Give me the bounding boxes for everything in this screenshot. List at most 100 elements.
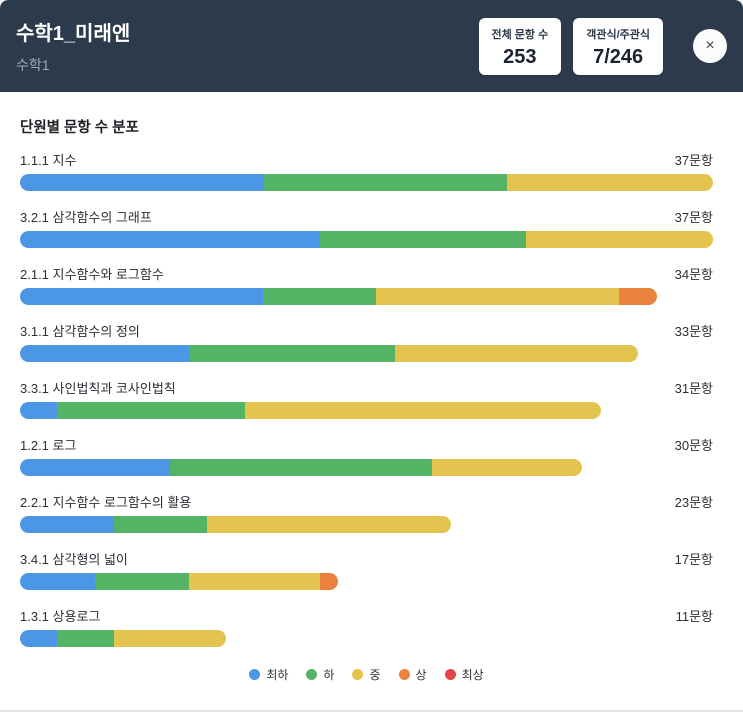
bar-segment-low bbox=[319, 231, 526, 248]
count-label: 23문항 bbox=[674, 495, 713, 510]
category-label: 1.1.1 지수 bbox=[20, 153, 77, 168]
bar-segment-medium bbox=[188, 573, 320, 590]
count-label: 34문항 bbox=[674, 267, 713, 282]
stat-label-total-questions: 전체 문항 수 bbox=[491, 28, 549, 41]
bar-segment-medium bbox=[394, 345, 638, 362]
legend-item-high: 상 bbox=[398, 666, 427, 683]
close-button[interactable]: × bbox=[693, 29, 727, 63]
category-label: 2.2.1 지수함수 로그함수의 활용 bbox=[20, 495, 192, 510]
bar-segment-low bbox=[113, 516, 208, 533]
chart-row: 1.2.1 로그 30문항 bbox=[20, 438, 713, 476]
bar-segment-lowest bbox=[20, 630, 58, 647]
chart-row: 2.2.1 지수함수 로그함수의 활용 23문항 bbox=[20, 495, 713, 533]
category-label: 3.1.1 삼각함수의 정의 bbox=[20, 324, 140, 339]
chart-row-header: 1.3.1 상용로그 11문항 bbox=[20, 609, 713, 625]
legend-item-medium: 중 bbox=[352, 666, 381, 683]
stacked-bar bbox=[20, 573, 339, 590]
stacked-bar bbox=[20, 174, 713, 191]
page-subtitle: 수학1 bbox=[16, 57, 50, 73]
count-label: 37문항 bbox=[674, 210, 713, 225]
count-label: 17문항 bbox=[674, 552, 713, 567]
bar-segment-low bbox=[263, 288, 376, 305]
bar-segment-lowest bbox=[20, 459, 170, 476]
bar-segment-medium bbox=[525, 231, 713, 248]
chart-panel: 단원별 문항 수 분포 1.1.1 지수 37문항 3.2.1 삼각함수의 그래프 3… bbox=[0, 92, 743, 683]
stat-card-total-questions: 전체 문항 수 253 bbox=[478, 17, 562, 75]
chart-row-header: 3.1.1 삼각함수의 정의 33문항 bbox=[20, 324, 713, 340]
chart-row: 1.1.1 지수 37문항 bbox=[20, 153, 713, 191]
header-titles: 수학1_미래엔 수학1 bbox=[16, 17, 130, 75]
modal-header: 수학1_미래엔 수학1 전체 문항 수 253 객관식/주관식 7/246 × bbox=[0, 0, 743, 92]
close-icon: × bbox=[705, 37, 715, 54]
chart-row-header: 2.1.1 지수함수와 로그함수 34문항 bbox=[20, 267, 713, 283]
count-label: 37문항 bbox=[674, 153, 713, 168]
stacked-bar bbox=[20, 231, 713, 248]
legend-item-highest: 최상 bbox=[444, 666, 484, 683]
count-label: 30문항 bbox=[674, 438, 713, 453]
stacked-bar bbox=[20, 288, 657, 305]
stacked-bar bbox=[20, 516, 451, 533]
stat-label-objective-subjective: 객관식/주관식 bbox=[586, 28, 650, 41]
bar-segment-high bbox=[319, 573, 339, 590]
legend-label-highest: 최상 bbox=[461, 668, 484, 682]
bar-segment-lowest bbox=[20, 174, 264, 191]
chart-row: 3.4.1 삼각형의 넓이 17문항 bbox=[20, 552, 713, 590]
bar-segment-medium bbox=[375, 288, 620, 305]
category-label: 1.3.1 상용로그 bbox=[20, 609, 101, 624]
stat-value-total-questions: 253 bbox=[503, 45, 537, 68]
bar-segment-low bbox=[57, 402, 245, 419]
chart-rows: 1.1.1 지수 37문항 3.2.1 삼각함수의 그래프 37문항 2.1.1 지수함… bbox=[20, 153, 713, 647]
stacked-bar bbox=[20, 459, 582, 476]
stacked-bar bbox=[20, 630, 226, 647]
chart-row: 3.3.1 사인법칙과 코사인법칙 31문항 bbox=[20, 381, 713, 419]
bar-segment-lowest bbox=[20, 402, 58, 419]
legend-dot-lowest bbox=[249, 669, 261, 680]
chart-row-header: 3.2.1 삼각함수의 그래프 37문항 bbox=[20, 210, 713, 226]
chart-row-header: 3.4.1 삼각형의 넓이 17문항 bbox=[20, 552, 713, 568]
bar-segment-low bbox=[169, 459, 433, 476]
chart-row-header: 2.2.1 지수함수 로그함수의 활용 23문항 bbox=[20, 495, 713, 511]
bar-segment-lowest bbox=[20, 516, 114, 533]
chart-row: 3.1.1 삼각함수의 정의 33문항 bbox=[20, 324, 713, 362]
chart-title: 단원별 문항 수 분포 bbox=[20, 120, 139, 136]
category-label: 3.2.1 삼각함수의 그래프 bbox=[20, 210, 152, 225]
legend-dot-high bbox=[398, 669, 410, 680]
bar-segment-medium bbox=[507, 174, 713, 191]
legend-label-low: 하 bbox=[323, 668, 335, 682]
category-label: 3.3.1 사인법칙과 코사인법칙 bbox=[20, 381, 176, 396]
count-label: 31문항 bbox=[674, 381, 713, 396]
count-label: 11문항 bbox=[675, 609, 713, 624]
bar-segment-medium bbox=[432, 459, 582, 476]
bar-segment-low bbox=[263, 174, 507, 191]
category-label: 3.4.1 삼각형의 넓이 bbox=[20, 552, 128, 567]
stat-value-objective-subjective: 7/246 bbox=[593, 45, 644, 68]
chart-row-header: 1.1.1 지수 37문항 bbox=[20, 153, 713, 169]
bar-segment-high bbox=[619, 288, 657, 305]
chart-row: 2.1.1 지수함수와 로그함수 34문항 bbox=[20, 267, 713, 305]
legend-item-low: 하 bbox=[306, 666, 334, 683]
legend-dot-medium bbox=[352, 669, 364, 680]
legend-item-lowest: 최하 bbox=[249, 666, 288, 683]
bar-segment-low bbox=[57, 630, 114, 647]
bar-segment-lowest bbox=[20, 345, 189, 362]
bar-segment-medium bbox=[244, 402, 601, 419]
bar-segment-lowest bbox=[20, 231, 320, 248]
page-title: 수학1_미래엔 bbox=[16, 23, 131, 45]
header-stats: 전체 문항 수 253 객관식/주관식 7/246 × bbox=[467, 17, 727, 75]
legend-label-medium: 중 bbox=[369, 668, 381, 682]
stacked-bar bbox=[20, 402, 601, 419]
chart-row: 3.2.1 삼각함수의 그래프 37문항 bbox=[20, 210, 713, 248]
count-label: 33문항 bbox=[674, 324, 713, 339]
chart-legend: 최하 하 중 상 최상 bbox=[20, 666, 713, 683]
bar-segment-lowest bbox=[20, 573, 95, 590]
bar-segment-lowest bbox=[20, 288, 264, 305]
bar-segment-low bbox=[188, 345, 395, 362]
stacked-bar bbox=[20, 345, 638, 362]
legend-dot-low bbox=[306, 669, 318, 680]
bar-segment-low bbox=[94, 573, 189, 590]
category-label: 2.1.1 지수함수와 로그함수 bbox=[20, 267, 164, 282]
legend-label-lowest: 최하 bbox=[266, 668, 289, 682]
chart-row-header: 1.2.1 로그 30문항 bbox=[20, 438, 713, 454]
stat-card-objective-subjective: 객관식/주관식 7/246 bbox=[573, 17, 663, 75]
